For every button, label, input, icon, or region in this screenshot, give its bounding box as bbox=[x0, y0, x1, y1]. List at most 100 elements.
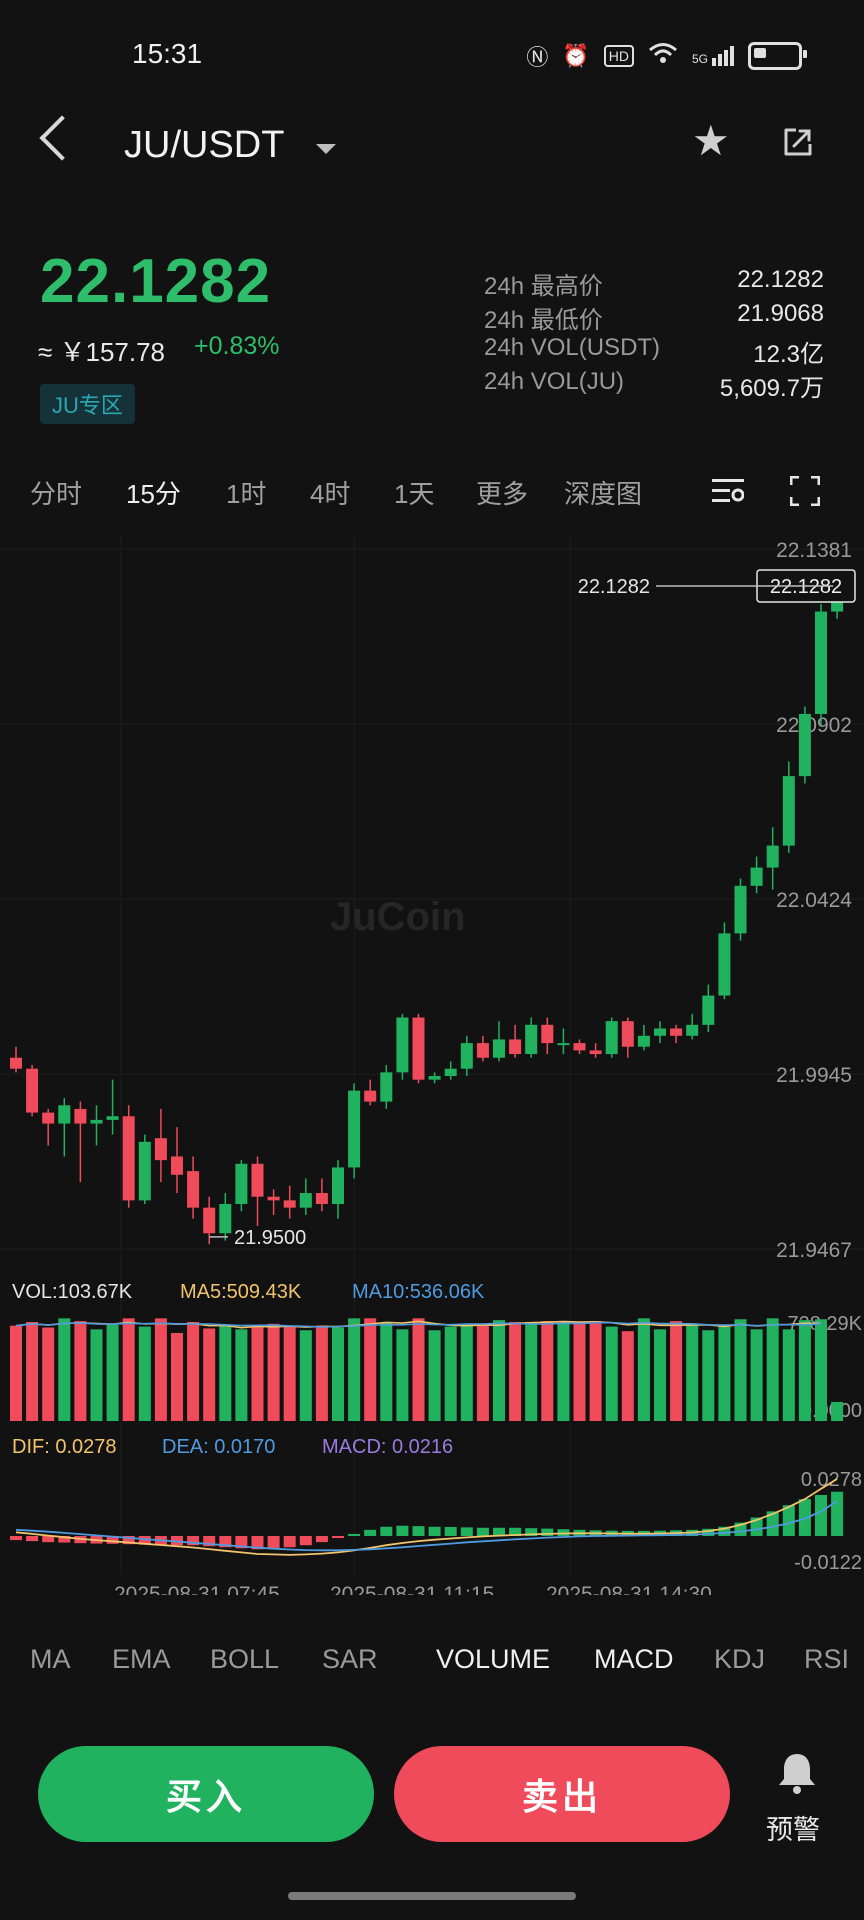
volume-bars bbox=[10, 1318, 844, 1421]
price-annotations: 22.1282 22.1282 21.9500 bbox=[209, 569, 856, 1249]
candle-body bbox=[766, 845, 779, 868]
candle-body bbox=[348, 1090, 361, 1168]
volume-bar bbox=[122, 1318, 135, 1421]
volume-bar bbox=[187, 1322, 200, 1421]
macd-dea-line bbox=[15, 1500, 838, 1552]
macd-bar bbox=[348, 1533, 361, 1536]
tab-1d[interactable]: 1天 bbox=[394, 479, 435, 509]
fullscreen-icon[interactable] bbox=[789, 475, 821, 507]
tab-1h[interactable]: 1时 bbox=[226, 479, 267, 509]
volume-bar bbox=[557, 1322, 570, 1421]
stat-high-label: 24h 最高价 bbox=[484, 273, 603, 300]
macd-dif-line bbox=[15, 1478, 838, 1556]
candle-body bbox=[90, 1119, 103, 1124]
candle-body bbox=[219, 1204, 232, 1234]
indicator-tab-rsi[interactable]: RSI bbox=[804, 1644, 850, 1674]
nfc-icon: Ⓝ bbox=[526, 45, 549, 70]
candle-body bbox=[557, 1043, 570, 1046]
volume-bar bbox=[138, 1326, 151, 1421]
volume-bar bbox=[10, 1325, 22, 1421]
volume-bar bbox=[299, 1330, 312, 1421]
macd-bar bbox=[428, 1526, 441, 1536]
volume-bar bbox=[315, 1325, 328, 1421]
macd-bar bbox=[460, 1527, 473, 1536]
share-icon[interactable] bbox=[782, 126, 814, 158]
candle-body bbox=[589, 1050, 602, 1055]
volume-bar bbox=[283, 1325, 296, 1421]
price-axis-label: 22.0902 bbox=[776, 714, 852, 737]
macd-dif-label: DIF: 0.0278 bbox=[12, 1436, 117, 1458]
volume-bar bbox=[798, 1320, 811, 1421]
macd-bar bbox=[476, 1527, 489, 1536]
buy-button[interactable]: 买入 bbox=[38, 1746, 374, 1842]
volume-bar bbox=[525, 1322, 538, 1421]
volume-bar bbox=[831, 1401, 844, 1421]
macd-histogram bbox=[10, 1478, 844, 1556]
indicator-tab-ma[interactable]: MA bbox=[30, 1644, 71, 1674]
candle-body bbox=[621, 1021, 634, 1047]
wifi-icon bbox=[648, 42, 678, 70]
candle-body bbox=[58, 1105, 71, 1124]
kline-chart[interactable]: JuCoin 22.1381 22.0902 22.0424 21.9945 21.94… bbox=[0, 535, 864, 1595]
last-price: 22.1282 bbox=[40, 247, 272, 316]
macd-bar bbox=[203, 1535, 216, 1547]
stat-high-value: 22.1282 bbox=[737, 266, 824, 293]
tab-depth[interactable]: 深度图 bbox=[564, 479, 643, 509]
5g-signal-icon: 5G bbox=[692, 46, 734, 66]
indicator-tab-volume[interactable]: VOLUME bbox=[436, 1644, 551, 1674]
macd-bar bbox=[267, 1535, 280, 1549]
volume-bar bbox=[90, 1329, 103, 1421]
sell-button[interactable]: 卖出 bbox=[394, 1746, 730, 1842]
candle-body bbox=[315, 1193, 328, 1205]
candle-body bbox=[605, 1021, 618, 1055]
candle-body bbox=[42, 1112, 55, 1124]
volume-bar bbox=[74, 1321, 87, 1421]
fiat-approx: ≈ ￥157.78 bbox=[38, 337, 166, 367]
vol-label: VOL:103.67K bbox=[12, 1281, 133, 1303]
candle-body bbox=[235, 1163, 248, 1205]
macd-axis-bottom: -0.0122 bbox=[794, 1552, 862, 1574]
candle-body bbox=[493, 1039, 505, 1058]
candle-body bbox=[106, 1116, 119, 1120]
macd-bar bbox=[42, 1535, 55, 1543]
tab-15m[interactable]: 15分 bbox=[126, 479, 181, 509]
indicator-settings-icon[interactable] bbox=[712, 478, 745, 504]
indicator-tab-boll[interactable]: BOLL bbox=[210, 1644, 280, 1674]
pair-selector[interactable]: JU/USDT bbox=[124, 124, 285, 166]
tab-more[interactable]: 更多 bbox=[476, 479, 529, 509]
macd-bar bbox=[444, 1526, 457, 1536]
candle-body bbox=[637, 1035, 650, 1047]
candle-body bbox=[74, 1108, 87, 1124]
high-marker-label: 22.1282 bbox=[578, 576, 650, 598]
zone-badge[interactable]: JU专区 bbox=[40, 384, 135, 424]
stat-vol-usdt-label: 24h VOL(USDT) bbox=[484, 334, 661, 361]
macd-dea-label: DEA: 0.0170 bbox=[162, 1436, 275, 1458]
candle-body bbox=[670, 1028, 683, 1036]
star-icon[interactable]: ★ bbox=[692, 117, 730, 164]
price-axis-label: 21.9945 bbox=[776, 1064, 852, 1087]
macd-bar bbox=[364, 1529, 377, 1536]
vol-ma5-label: MA5:509.43K bbox=[180, 1281, 302, 1303]
macd-bar bbox=[831, 1491, 844, 1536]
indicator-tab-sar[interactable]: SAR bbox=[322, 1644, 378, 1674]
indicator-tab-ema[interactable]: EMA bbox=[112, 1644, 171, 1674]
candle-body bbox=[26, 1068, 39, 1113]
candle-body bbox=[283, 1200, 296, 1208]
volume-bar bbox=[493, 1320, 505, 1421]
bell-icon[interactable] bbox=[774, 1750, 820, 1796]
chevron-down-icon[interactable] bbox=[316, 144, 336, 154]
tab-4h[interactable]: 4时 bbox=[310, 479, 351, 509]
indicator-tab-kdj[interactable]: KDJ bbox=[714, 1644, 766, 1674]
candle-body bbox=[460, 1043, 473, 1069]
home-indicator bbox=[288, 1892, 576, 1900]
volume-bar bbox=[171, 1333, 183, 1421]
back-arrow-icon[interactable] bbox=[39, 115, 85, 161]
tab-timeshare[interactable]: 分时 bbox=[30, 479, 83, 509]
volume-bar bbox=[782, 1329, 795, 1421]
indicator-tab-macd[interactable]: MACD bbox=[594, 1644, 674, 1674]
volume-bar bbox=[460, 1323, 473, 1421]
volume-bar bbox=[444, 1326, 457, 1421]
candle-body bbox=[267, 1196, 280, 1201]
volume-bar bbox=[573, 1322, 586, 1421]
alert-label[interactable]: 预警 bbox=[766, 1815, 820, 1845]
